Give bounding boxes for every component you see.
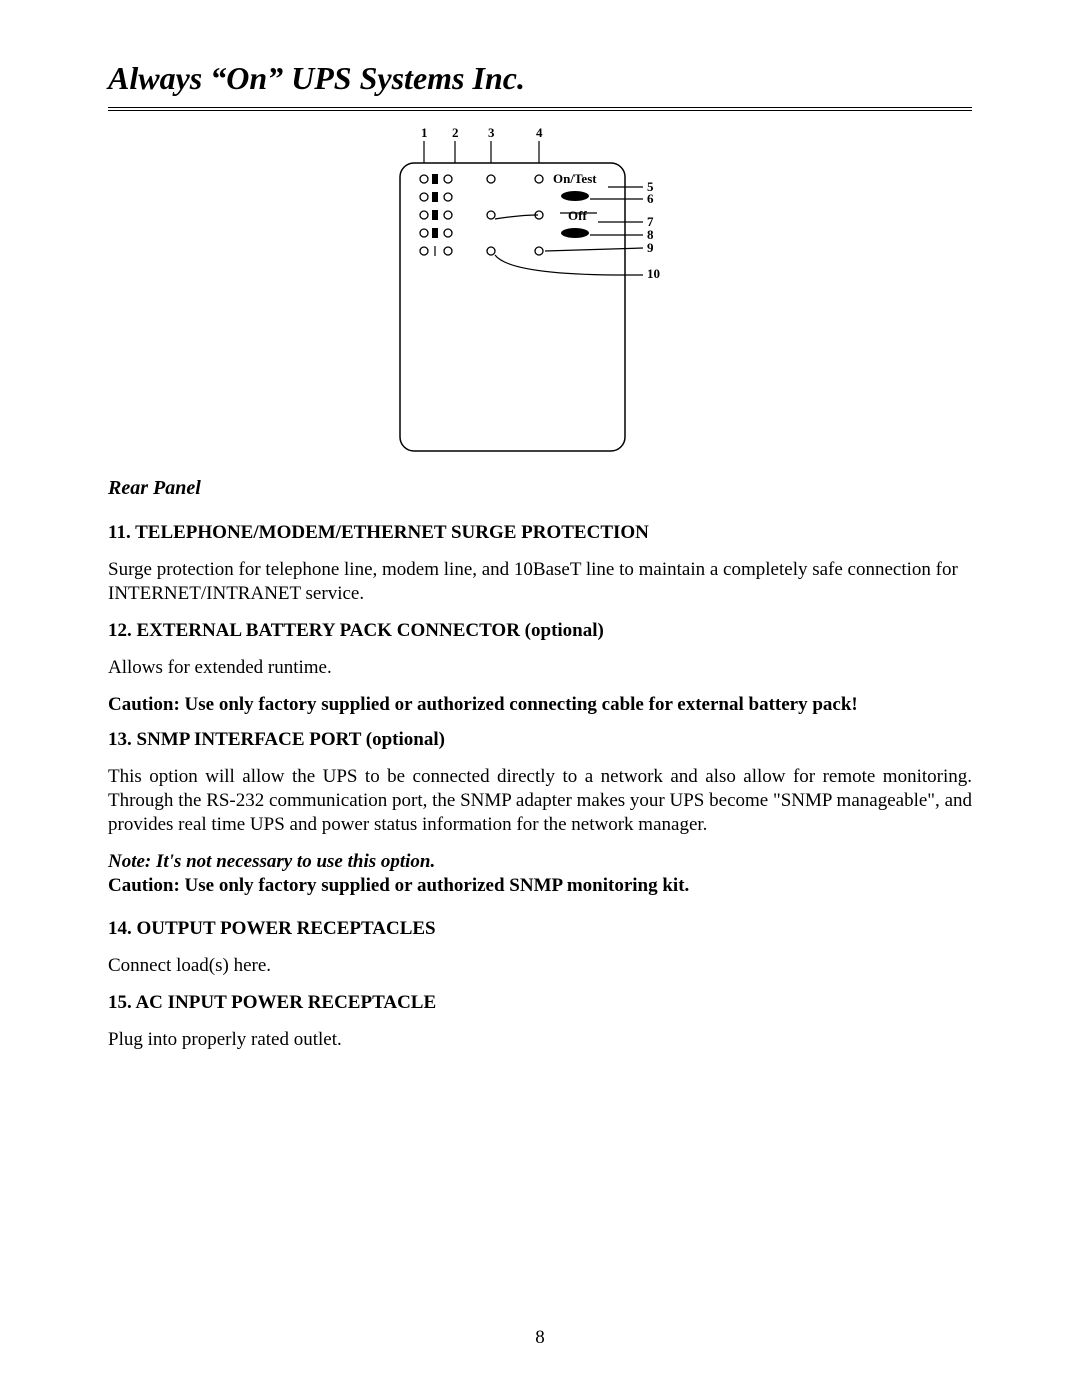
led-r2c2 [432,192,438,202]
off-label: Off [568,208,587,223]
diagram-top-3: 3 [488,125,495,140]
diagram-right-10: 10 [647,266,660,281]
diagram-right-6: 6 [647,191,654,206]
led-r1c2 [432,174,438,184]
diagram-top-2: 2 [452,125,459,140]
panel-svg: 1 2 3 4 [390,123,690,453]
led-r3c2 [432,210,438,220]
item12-body: Allows for extended runtime. [108,656,972,680]
item15-heading: 15. AC INPUT POWER RECEPTACLE [108,992,972,1014]
off-button [561,228,589,238]
item13-heading: 13. SNMP INTERFACE PORT (optional) [108,729,972,751]
front-panel-diagram: 1 2 3 4 [108,123,972,453]
diagram-top-4: 4 [536,125,543,140]
on-test-button [561,191,589,201]
panel-body [400,163,625,451]
rear-panel-title: Rear Panel [108,477,972,500]
item12-caution: Caution: Use only factory supplied or au… [108,693,972,717]
item14-heading: 14. OUTPUT POWER RECEPTACLES [108,918,972,940]
item15-body: Plug into properly rated outlet. [108,1028,972,1052]
item13-body: This option will allow the UPS to be con… [108,765,972,836]
page-number: 8 [0,1327,1080,1349]
led-r4c2 [432,228,438,238]
item13-caution: Caution: Use only factory supplied or au… [108,874,972,898]
header-rule [108,107,972,111]
diagram-top-1: 1 [421,125,428,140]
item12-heading: 12. EXTERNAL BATTERY PACK CONNECTOR (opt… [108,620,972,642]
page: Always “On” UPS Systems Inc. 1 2 3 4 [0,0,1080,1397]
item14-body: Connect load(s) here. [108,954,972,978]
item11-heading: 11. TELEPHONE/MODEM/ETHERNET SURGE PROTE… [108,522,972,544]
company-header: Always “On” UPS Systems Inc. [108,60,972,97]
item11-body: Surge protection for telephone line, mod… [108,558,972,606]
diagram-right-9: 9 [647,240,654,255]
on-test-label: On/Test [553,171,597,186]
item13-note: Note: It's not necessary to use this opt… [108,850,972,874]
